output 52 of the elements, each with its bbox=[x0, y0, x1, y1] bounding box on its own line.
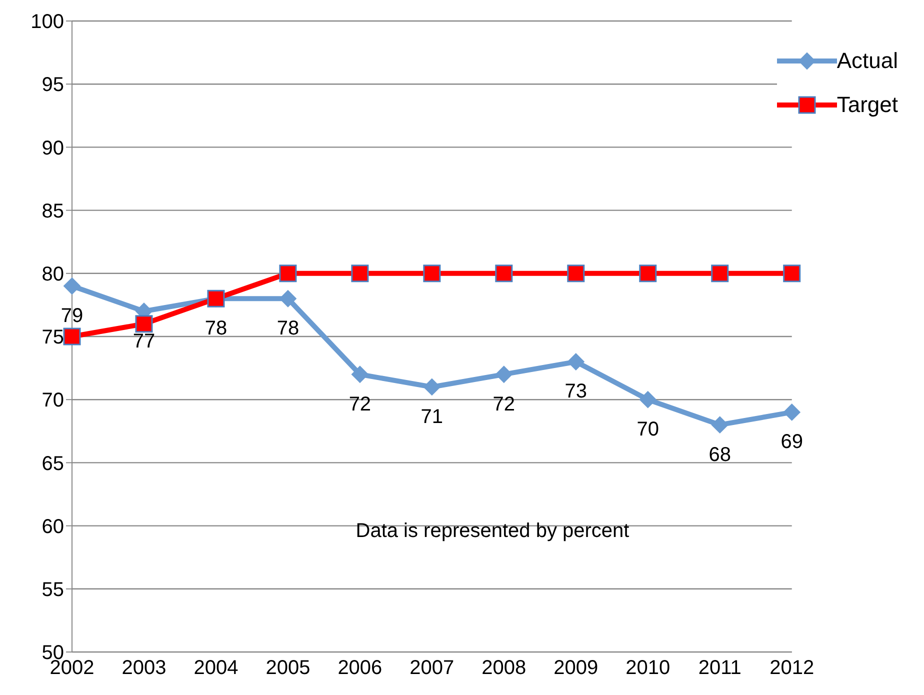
point bbox=[64, 278, 80, 295]
point bbox=[711, 416, 728, 434]
data-label: 71 bbox=[420, 406, 444, 428]
y-tick-label: 80 bbox=[42, 264, 64, 286]
x-tick-label: 2012 bbox=[770, 657, 814, 680]
x-tick-label: 2005 bbox=[266, 657, 310, 680]
y-tick-label: 60 bbox=[42, 516, 64, 538]
point bbox=[639, 391, 656, 408]
y-tick-label: 75 bbox=[42, 326, 64, 349]
point bbox=[351, 264, 369, 282]
legend-label: Actual bbox=[836, 48, 898, 74]
point bbox=[279, 264, 297, 282]
data-label: 72 bbox=[492, 393, 516, 416]
point bbox=[567, 353, 584, 370]
x-tick-label: 2004 bbox=[194, 657, 238, 680]
x-tick-label: 2003 bbox=[122, 657, 166, 680]
point bbox=[639, 264, 657, 282]
data-label: 78 bbox=[204, 318, 228, 340]
x-tick-label: 2011 bbox=[698, 657, 742, 680]
y-tick-label: 70 bbox=[42, 390, 64, 412]
point bbox=[63, 328, 81, 346]
point bbox=[783, 404, 800, 421]
legend-label: Target bbox=[836, 92, 898, 118]
y-tick-label: 100 bbox=[30, 11, 64, 34]
data-label: 70 bbox=[636, 418, 659, 441]
data-label: 68 bbox=[708, 444, 731, 466]
y-tick-label: 95 bbox=[42, 74, 64, 96]
data-label: 73 bbox=[564, 380, 588, 403]
annotation: Data is represented by percent bbox=[354, 520, 630, 543]
point bbox=[495, 264, 513, 282]
point bbox=[495, 366, 512, 383]
x-tick-label: 2009 bbox=[554, 657, 598, 680]
data-label: 79 bbox=[60, 305, 84, 328]
x-tick-label: 2008 bbox=[482, 657, 526, 680]
x-tick-label: 2010 bbox=[626, 657, 670, 680]
point bbox=[135, 315, 153, 333]
y-tick-label: 85 bbox=[42, 200, 64, 222]
data-label: 77 bbox=[132, 330, 156, 352]
data-label: 72 bbox=[348, 393, 372, 416]
data-label: 69 bbox=[780, 431, 803, 454]
point bbox=[423, 378, 440, 396]
y-tick-label: 65 bbox=[42, 452, 64, 475]
point bbox=[783, 264, 801, 282]
y-tick-label: 55 bbox=[42, 579, 64, 601]
point bbox=[567, 264, 585, 282]
data-label: 78 bbox=[276, 318, 300, 340]
point bbox=[423, 264, 441, 282]
x-tick-label: 2006 bbox=[338, 657, 382, 680]
point bbox=[351, 366, 368, 383]
y-tick-label: 90 bbox=[42, 137, 64, 160]
x-tick-label: 2007 bbox=[410, 657, 454, 680]
point bbox=[711, 264, 729, 282]
